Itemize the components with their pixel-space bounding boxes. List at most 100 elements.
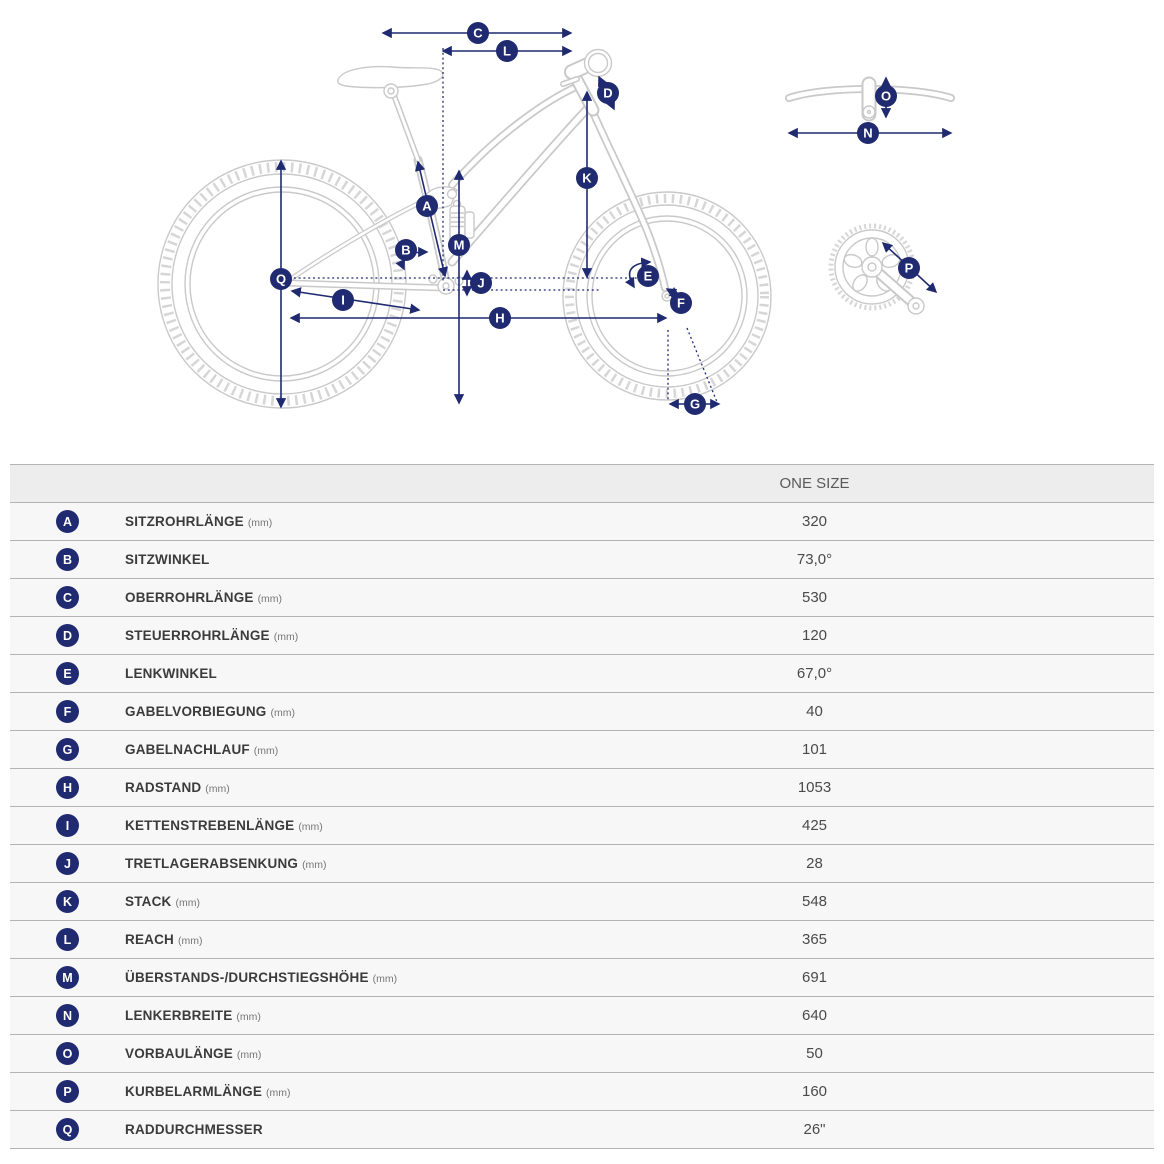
diagram-badge: [597, 82, 619, 104]
diagram-badge-letter: A: [422, 199, 432, 214]
diagram-badge: [670, 292, 692, 314]
letter-badge: E: [56, 662, 79, 685]
table-row: A SITZROHRLÄNGE (mm) 320: [10, 502, 1154, 540]
spec-unit: (mm): [177, 935, 203, 947]
diagram-badge: [467, 22, 489, 44]
letter-badge: Q: [56, 1118, 79, 1141]
spec-label: RADDURCHMESSER: [125, 1122, 263, 1137]
diagram-badge: [496, 40, 518, 62]
table-row: H RADSTAND (mm) 1053: [10, 768, 1154, 806]
letter-badge: C: [56, 586, 79, 609]
spec-label: LENKERBREITE (mm): [125, 1008, 261, 1023]
spec-label: REACH (mm): [125, 932, 203, 947]
spec-label: RADSTAND (mm): [125, 780, 230, 795]
table-row: G GABELNACHLAUF (mm) 101: [10, 730, 1154, 768]
spec-label: STEUERROHRLÄNGE (mm): [125, 628, 299, 643]
diagram-badge: [637, 265, 659, 287]
diagram-badge-letter: J: [477, 276, 484, 291]
table-row: L REACH (mm) 365: [10, 920, 1154, 958]
table-header-row: ONE SIZE: [10, 464, 1154, 502]
table-row: K STACK (mm) 548: [10, 882, 1154, 920]
spec-label: KURBELARMLÄNGE (mm): [125, 1084, 291, 1099]
diagram-badge-letter: Q: [276, 272, 286, 287]
spec-unit: (mm): [247, 517, 273, 529]
spec-unit: (mm): [253, 745, 279, 757]
diagram-badge: [395, 239, 417, 261]
spec-unit: (mm): [175, 897, 200, 909]
letter-badge: O: [56, 1042, 79, 1065]
spec-value: 101: [801, 741, 828, 758]
spec-label: KETTENSTREBENLÄNGE (mm): [125, 818, 323, 833]
spec-label: TRETLAGERABSENKUNG (mm): [125, 856, 327, 871]
spec-label: SITZROHRLÄNGE (mm): [125, 514, 273, 529]
diagram-badge: [875, 85, 897, 107]
bike-diagram: A B C D E F G H I J K L M N O P Q: [0, 0, 1164, 455]
spec-unit: (mm): [302, 859, 327, 871]
diagram-badge-letter: P: [905, 261, 914, 276]
geometry-table: ONE SIZE A SITZROHRLÄNGE (mm) 320 B SITZWINK…: [10, 464, 1154, 1149]
spec-label: LENKWINKEL: [125, 666, 217, 681]
spec-label: OBERROHRLÄNGE (mm): [125, 590, 283, 605]
spec-value: 640: [801, 1007, 828, 1024]
handlebar-top-view: [785, 76, 955, 122]
spec-unit: (mm): [236, 1011, 261, 1023]
diagram-badge: [576, 167, 598, 189]
spec-unit: (mm): [236, 1049, 262, 1061]
table-row: I KETTENSTREBENLÄNGE (mm) 425: [10, 806, 1154, 844]
letter-badge: J: [56, 852, 79, 875]
letter-badge: K: [56, 890, 79, 913]
diagram-badge: [416, 195, 438, 217]
spec-label: GABELVORBIEGUNG (mm): [125, 704, 295, 719]
diagram-badge-letter: B: [401, 243, 410, 258]
table-rows: A SITZROHRLÄNGE (mm) 320 B SITZWINKEL 73,0° C…: [10, 502, 1154, 1148]
spec-unit: (mm): [257, 593, 283, 605]
diagram-badge: [470, 272, 492, 294]
table-row: J TRETLAGERABSENKUNG (mm) 28: [10, 844, 1154, 882]
table-row: E LENKWINKEL 67,0°: [10, 654, 1154, 692]
spec-value: 40: [806, 703, 823, 720]
diagram-badge: [898, 257, 920, 279]
table-row: D STEUERROHRLÄNGE (mm) 120: [10, 616, 1154, 654]
spec-unit: (mm): [266, 1087, 291, 1099]
diagram-badge-letter: K: [582, 171, 592, 186]
spec-value: 320: [801, 513, 828, 530]
spec-label: GABELNACHLAUF (mm): [125, 742, 279, 757]
dimension-lines: [275, 27, 953, 410]
diagram-badge: [332, 289, 354, 311]
diagram-badge: [489, 307, 511, 329]
letter-badge: A: [56, 510, 79, 533]
letter-badge: L: [56, 928, 79, 951]
letter-badge: P: [56, 1080, 79, 1103]
spec-value: 26": [803, 1121, 826, 1138]
spec-label: SITZWINKEL: [125, 552, 210, 567]
letter-badge: G: [56, 738, 79, 761]
diagram-badge-letter: L: [503, 44, 511, 59]
diagram-badge-letter: E: [644, 269, 653, 284]
table-row: B SITZWINKEL 73,0°: [10, 540, 1154, 578]
table-row: O VORBAULÄNGE (mm) 50: [10, 1034, 1154, 1072]
spec-value: 691: [801, 969, 828, 986]
letter-badge: H: [56, 776, 79, 799]
letter-badge: N: [56, 1004, 79, 1027]
spec-value: 1053: [797, 779, 832, 796]
spec-unit: (mm): [372, 973, 398, 985]
spec-value: 365: [801, 931, 828, 948]
table-row: N LENKERBREITE (mm) 640: [10, 996, 1154, 1034]
spec-label: ÜBERSTANDS-/DURCHSTIEGSHÖHE (mm): [125, 970, 398, 985]
table-row: M ÜBERSTANDS-/DURCHSTIEGSHÖHE (mm) 691: [10, 958, 1154, 996]
bike-diagram-svg: A B C D E F G H I J K L M N O P Q: [157, 22, 955, 415]
column-header-one-size: ONE SIZE: [779, 475, 850, 492]
letter-badge: M: [56, 966, 79, 989]
diagram-badge-letter: N: [863, 126, 872, 141]
spec-unit: (mm): [298, 821, 323, 833]
letter-badge: D: [56, 624, 79, 647]
table-row: Q RADDURCHMESSER 26": [10, 1110, 1154, 1148]
diagram-badge-letter: G: [690, 397, 700, 412]
spec-value: 120: [801, 627, 828, 644]
spec-unit: (mm): [270, 707, 295, 719]
diagram-badge-letter: H: [495, 311, 504, 326]
table-row: P KURBELARMLÄNGE (mm) 160: [10, 1072, 1154, 1110]
front-wheel: [562, 191, 772, 401]
spec-value: 50: [806, 1045, 823, 1062]
